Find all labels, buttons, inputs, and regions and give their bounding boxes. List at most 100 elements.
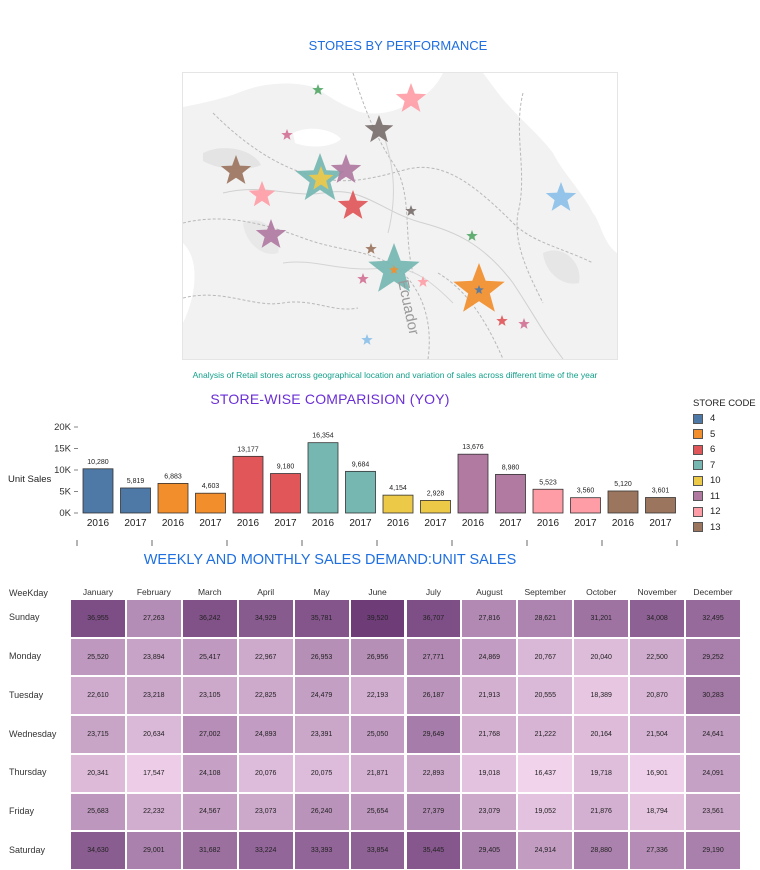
store-star-marker[interactable] (357, 273, 369, 284)
heatmap-cell[interactable]: 33,224 (237, 831, 294, 870)
heatmap-cell[interactable]: 29,649 (405, 715, 462, 754)
heatmap-cell[interactable]: 32,495 (685, 599, 741, 638)
heatmap-cell[interactable]: 27,379 (405, 792, 462, 832)
heatmap-cell[interactable]: 22,967 (237, 637, 294, 677)
heatmap-cell[interactable]: 26,956 (349, 637, 406, 677)
heatmap-cell[interactable]: 25,417 (181, 637, 238, 677)
heatmap-cell[interactable]: 23,894 (125, 637, 182, 677)
heatmap-cell[interactable]: 20,341 (70, 753, 126, 793)
heatmap-cell[interactable]: 21,768 (461, 715, 518, 754)
store-map[interactable]: Ecuador (182, 72, 618, 360)
heatmap-cell[interactable]: 20,075 (293, 753, 350, 793)
bar-store-11-2016[interactable] (457, 453, 489, 514)
bar-store-4-2017[interactable] (120, 487, 151, 514)
legend-item-store-10[interactable]: 10 (693, 473, 759, 489)
bar-store-5-2016[interactable] (157, 483, 189, 514)
heatmap-cell[interactable]: 18,794 (629, 792, 686, 832)
store-star-marker[interactable] (545, 182, 577, 211)
heatmap-cell[interactable]: 24,091 (685, 753, 741, 793)
heatmap-cell[interactable]: 20,076 (237, 753, 294, 793)
store-star-marker[interactable] (248, 181, 276, 207)
heatmap-cell[interactable]: 39,520 (349, 599, 406, 638)
heatmap-cell[interactable]: 22,610 (70, 676, 126, 716)
heatmap-cell[interactable]: 26,953 (293, 637, 350, 677)
store-star-marker[interactable] (417, 276, 429, 287)
store-star-marker[interactable] (308, 166, 334, 190)
legend-item-store-7[interactable]: 7 (693, 458, 759, 474)
heatmap-cell[interactable]: 21,876 (573, 792, 630, 832)
store-star-marker[interactable] (395, 83, 427, 112)
heatmap-cell[interactable]: 34,929 (237, 599, 294, 638)
heatmap-cell[interactable]: 34,008 (629, 599, 686, 638)
heatmap-cell[interactable]: 24,641 (685, 715, 741, 754)
bar-store-6-2017[interactable] (270, 473, 301, 514)
store-star-marker[interactable] (312, 84, 324, 95)
heatmap-cell[interactable]: 36,955 (70, 599, 126, 638)
bar-store-10-2017[interactable] (420, 500, 451, 514)
heatmap-cell[interactable]: 27,816 (461, 599, 518, 638)
store-star-marker[interactable] (365, 243, 377, 254)
heatmap-cell[interactable]: 24,479 (293, 676, 350, 716)
heatmap-cell[interactable]: 24,914 (517, 831, 574, 870)
store-star-marker[interactable] (255, 219, 287, 248)
heatmap-cell[interactable]: 23,105 (181, 676, 238, 716)
heatmap-cell[interactable]: 20,870 (629, 676, 686, 716)
heatmap-cell[interactable]: 31,201 (573, 599, 630, 638)
heatmap-cell[interactable]: 33,393 (293, 831, 350, 870)
heatmap-cell[interactable]: 25,683 (70, 792, 126, 832)
heatmap-cell[interactable]: 21,913 (461, 676, 518, 716)
heatmap-cell[interactable]: 29,405 (461, 831, 518, 870)
heatmap-cell[interactable]: 23,218 (125, 676, 182, 716)
store-star-marker[interactable] (337, 190, 369, 219)
bar-store-5-2017[interactable] (195, 492, 226, 514)
heatmap-cell[interactable]: 19,718 (573, 753, 630, 793)
heatmap-cell[interactable]: 20,634 (125, 715, 182, 754)
heatmap-cell[interactable]: 16,437 (517, 753, 574, 793)
legend-item-store-5[interactable]: 5 (693, 427, 759, 443)
heatmap-cell[interactable]: 24,567 (181, 792, 238, 832)
heatmap-cell[interactable]: 24,108 (181, 753, 238, 793)
store-star-marker[interactable] (389, 265, 399, 274)
heatmap-cell[interactable]: 23,079 (461, 792, 518, 832)
heatmap-cell[interactable]: 27,771 (405, 637, 462, 677)
bar-store-7-2017[interactable] (345, 470, 376, 514)
heatmap-cell[interactable]: 35,781 (293, 599, 350, 638)
bar-store-7-2016[interactable] (307, 442, 339, 514)
heatmap-cell[interactable]: 22,825 (237, 676, 294, 716)
heatmap-cell[interactable]: 33,854 (349, 831, 406, 870)
store-star-marker[interactable] (496, 315, 508, 326)
bar-store-12-2016[interactable] (532, 488, 564, 514)
bar-store-4-2016[interactable] (82, 468, 114, 514)
heatmap-cell[interactable]: 25,520 (70, 637, 126, 677)
heatmap-cell[interactable]: 27,263 (125, 599, 182, 638)
heatmap-cell[interactable]: 34,630 (70, 831, 126, 870)
heatmap-cell[interactable]: 29,252 (685, 637, 741, 677)
heatmap-cell[interactable]: 23,391 (293, 715, 350, 754)
store-star-marker[interactable] (405, 205, 417, 216)
heatmap-cell[interactable]: 31,682 (181, 831, 238, 870)
heatmap-cell[interactable]: 35,445 (405, 831, 462, 870)
store-star-marker[interactable] (220, 155, 252, 184)
heatmap-cell[interactable]: 25,654 (349, 792, 406, 832)
heatmap-cell[interactable]: 20,164 (573, 715, 630, 754)
bar-store-13-2016[interactable] (607, 490, 639, 514)
legend-item-store-11[interactable]: 11 (693, 489, 759, 505)
legend-item-store-4[interactable]: 4 (693, 411, 759, 427)
legend-item-store-12[interactable]: 12 (693, 504, 759, 520)
heatmap-cell[interactable]: 23,073 (237, 792, 294, 832)
heatmap-cell[interactable]: 36,242 (181, 599, 238, 638)
heatmap-cell[interactable]: 24,869 (461, 637, 518, 677)
store-star-marker[interactable] (364, 115, 394, 143)
heatmap-cell[interactable]: 26,240 (293, 792, 350, 832)
heatmap-cell[interactable]: 22,193 (349, 676, 406, 716)
heatmap-cell[interactable]: 19,052 (517, 792, 574, 832)
heatmap-cell[interactable]: 22,500 (629, 637, 686, 677)
heatmap-cell[interactable]: 28,621 (517, 599, 574, 638)
legend-item-store-13[interactable]: 13 (693, 520, 759, 536)
heatmap-cell[interactable]: 19,018 (461, 753, 518, 793)
heatmap-cell[interactable]: 27,002 (181, 715, 238, 754)
heatmap-cell[interactable]: 36,707 (405, 599, 462, 638)
heatmap-cell[interactable]: 29,001 (125, 831, 182, 870)
heatmap-cell[interactable]: 17,547 (125, 753, 182, 793)
heatmap-cell[interactable]: 23,561 (685, 792, 741, 832)
